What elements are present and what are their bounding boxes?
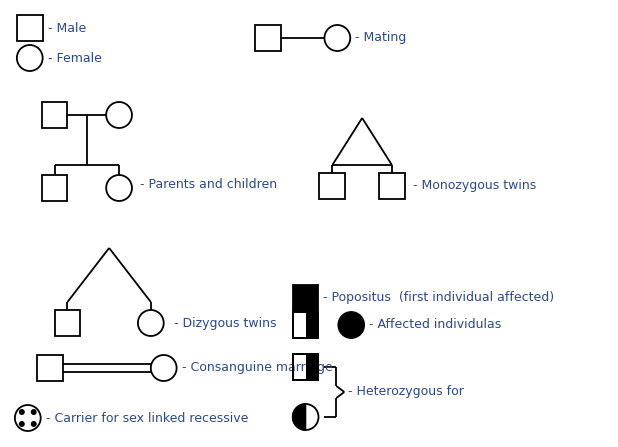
Bar	[54, 310, 80, 336]
Circle shape	[17, 45, 43, 71]
Text: - Female: - Female	[48, 51, 101, 64]
Text: - Popositus  (first individual affected): - Popositus (first individual affected)	[323, 291, 554, 304]
Circle shape	[106, 102, 132, 128]
Polygon shape	[293, 404, 305, 430]
Text: - Mating: - Mating	[355, 31, 407, 45]
Circle shape	[31, 421, 36, 427]
Circle shape	[151, 355, 177, 381]
Circle shape	[31, 409, 36, 415]
Bar	[255, 25, 281, 51]
Circle shape	[15, 405, 41, 431]
Circle shape	[106, 175, 132, 201]
Text: - Monozygous twins: - Monozygous twins	[413, 180, 536, 193]
Bar	[320, 173, 345, 199]
Bar	[293, 354, 318, 380]
Bar	[379, 173, 405, 199]
Text: - Male: - Male	[48, 21, 86, 34]
Circle shape	[324, 25, 350, 51]
Text: - Dizygous twins: - Dizygous twins	[174, 316, 276, 329]
Bar	[293, 312, 318, 338]
Bar	[305, 354, 318, 380]
Bar	[41, 102, 67, 128]
Text: - Consanguine marriage: - Consanguine marriage	[182, 362, 332, 375]
Circle shape	[19, 409, 25, 415]
Bar	[293, 312, 318, 338]
Bar	[36, 355, 62, 381]
Text: - Carrier for sex linked recessive: - Carrier for sex linked recessive	[46, 412, 248, 425]
Circle shape	[138, 310, 164, 336]
Bar	[293, 354, 318, 380]
Text: - Affected individulas: - Affected individulas	[369, 319, 501, 332]
Text: - Heterozygous for: - Heterozygous for	[349, 385, 464, 398]
Bar	[293, 285, 318, 311]
Bar	[17, 15, 43, 41]
Circle shape	[293, 404, 318, 430]
Circle shape	[19, 421, 25, 427]
Circle shape	[338, 312, 364, 338]
Bar	[305, 312, 318, 338]
Text: - Parents and children: - Parents and children	[140, 178, 277, 191]
Bar	[41, 175, 67, 201]
